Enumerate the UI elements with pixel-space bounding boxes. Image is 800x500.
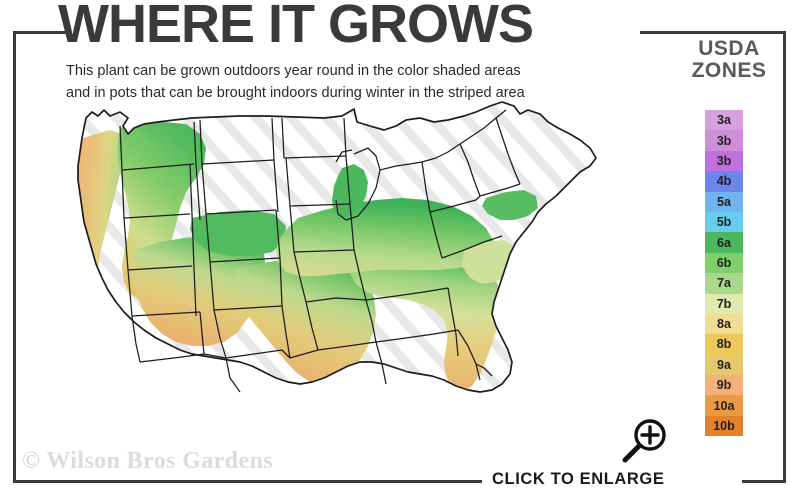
magnifier-plus-icon[interactable]: [617, 415, 671, 469]
zone-swatch-5b[interactable]: 5b: [705, 211, 743, 233]
subtitle-line-1: This plant can be grown outdoors year ro…: [66, 63, 521, 79]
region-rockies-south: [190, 210, 286, 256]
zone-swatch-label: 4b: [716, 174, 732, 189]
zone-swatch-5a[interactable]: 5a: [705, 191, 743, 212]
zone-swatch-10a[interactable]: 10a: [705, 395, 743, 416]
zone-swatch-label: 5b: [716, 215, 732, 230]
map-svg[interactable]: [24, 100, 664, 470]
zone-swatch-label: 6a: [717, 235, 731, 250]
zone-swatch-label: 6b: [716, 255, 732, 270]
legend-title: USDA ZONES: [676, 37, 782, 83]
region-ohio-valley-midatlantic: [276, 198, 494, 276]
map-state-boundaries: [77, 101, 597, 393]
legend-title-line-2: ZONES: [691, 59, 767, 83]
zone-swatch-label: 8a: [717, 317, 731, 332]
zone-swatch-6a[interactable]: 6a: [705, 232, 743, 253]
usda-zone-legend[interactable]: 3a 3b 3b 4b 5a 5b 6a 6b 7a 7b 8a 8b 9a 9b 10a 10b: [705, 110, 743, 437]
region-texas-gulf: [234, 258, 376, 384]
page-title: WHERE IT GROWS: [58, 0, 534, 54]
region-southwest: [132, 236, 266, 346]
zone-swatch-8a[interactable]: 8a: [705, 313, 743, 335]
zone-swatch-label: 5a: [717, 194, 731, 209]
zone-swatch-label: 10a: [713, 398, 735, 413]
frame-border-right: [783, 31, 786, 483]
zone-swatch-3a[interactable]: 3a: [705, 110, 743, 131]
zone-swatch-3b[interactable]: 3b: [705, 130, 743, 151]
zone-swatch-label: 7b: [716, 296, 732, 311]
frame-border-bottom-left: [13, 480, 482, 483]
hardiness-zone-map[interactable]: [24, 100, 664, 470]
zone-swatch-label: 9a: [717, 357, 731, 372]
zone-swatch-6b[interactable]: 6b: [705, 252, 743, 274]
zone-swatch-8b[interactable]: 8b: [705, 334, 743, 355]
frame-border-top-left: [13, 31, 69, 34]
region-southeast: [350, 248, 502, 392]
zone-swatch-7a[interactable]: 7a: [705, 273, 743, 294]
watermark-credit: © Wilson Bros Gardens: [22, 448, 274, 474]
click-to-enlarge-label[interactable]: CLICK TO ENLARGE: [492, 470, 665, 488]
zone-swatch-label: 3b: [716, 133, 732, 148]
subtitle-line-2: and in pots that can be brought indoors …: [66, 85, 525, 102]
zone-swatch-label: 8b: [716, 337, 732, 352]
zone-swatch-7b[interactable]: 7b: [705, 293, 743, 314]
frame-border-top-right: [640, 31, 786, 34]
frame-border-left: [13, 31, 16, 483]
zone-swatch-10b[interactable]: 10b: [705, 415, 743, 437]
zone-swatch-3b[interactable]: 3b: [705, 150, 743, 172]
legend-title-line-1: USDA: [698, 37, 760, 60]
frame-border-bottom-right: [742, 480, 786, 483]
page-subtitle: This plant can be grown outdoors year ro…: [66, 60, 666, 105]
zone-swatch-label: 3b: [716, 153, 732, 168]
zone-swatch-4b[interactable]: 4b: [705, 171, 743, 192]
zone-swatch-9b[interactable]: 9b: [705, 375, 743, 396]
zone-swatch-9a[interactable]: 9a: [705, 354, 743, 376]
region-northeast-coast: [482, 190, 538, 220]
zone-swatch-label: 10b: [713, 419, 735, 434]
zone-swatch-label: 7a: [717, 276, 731, 291]
zone-swatch-label: 9b: [716, 378, 732, 393]
zone-swatch-label: 3a: [717, 113, 731, 128]
